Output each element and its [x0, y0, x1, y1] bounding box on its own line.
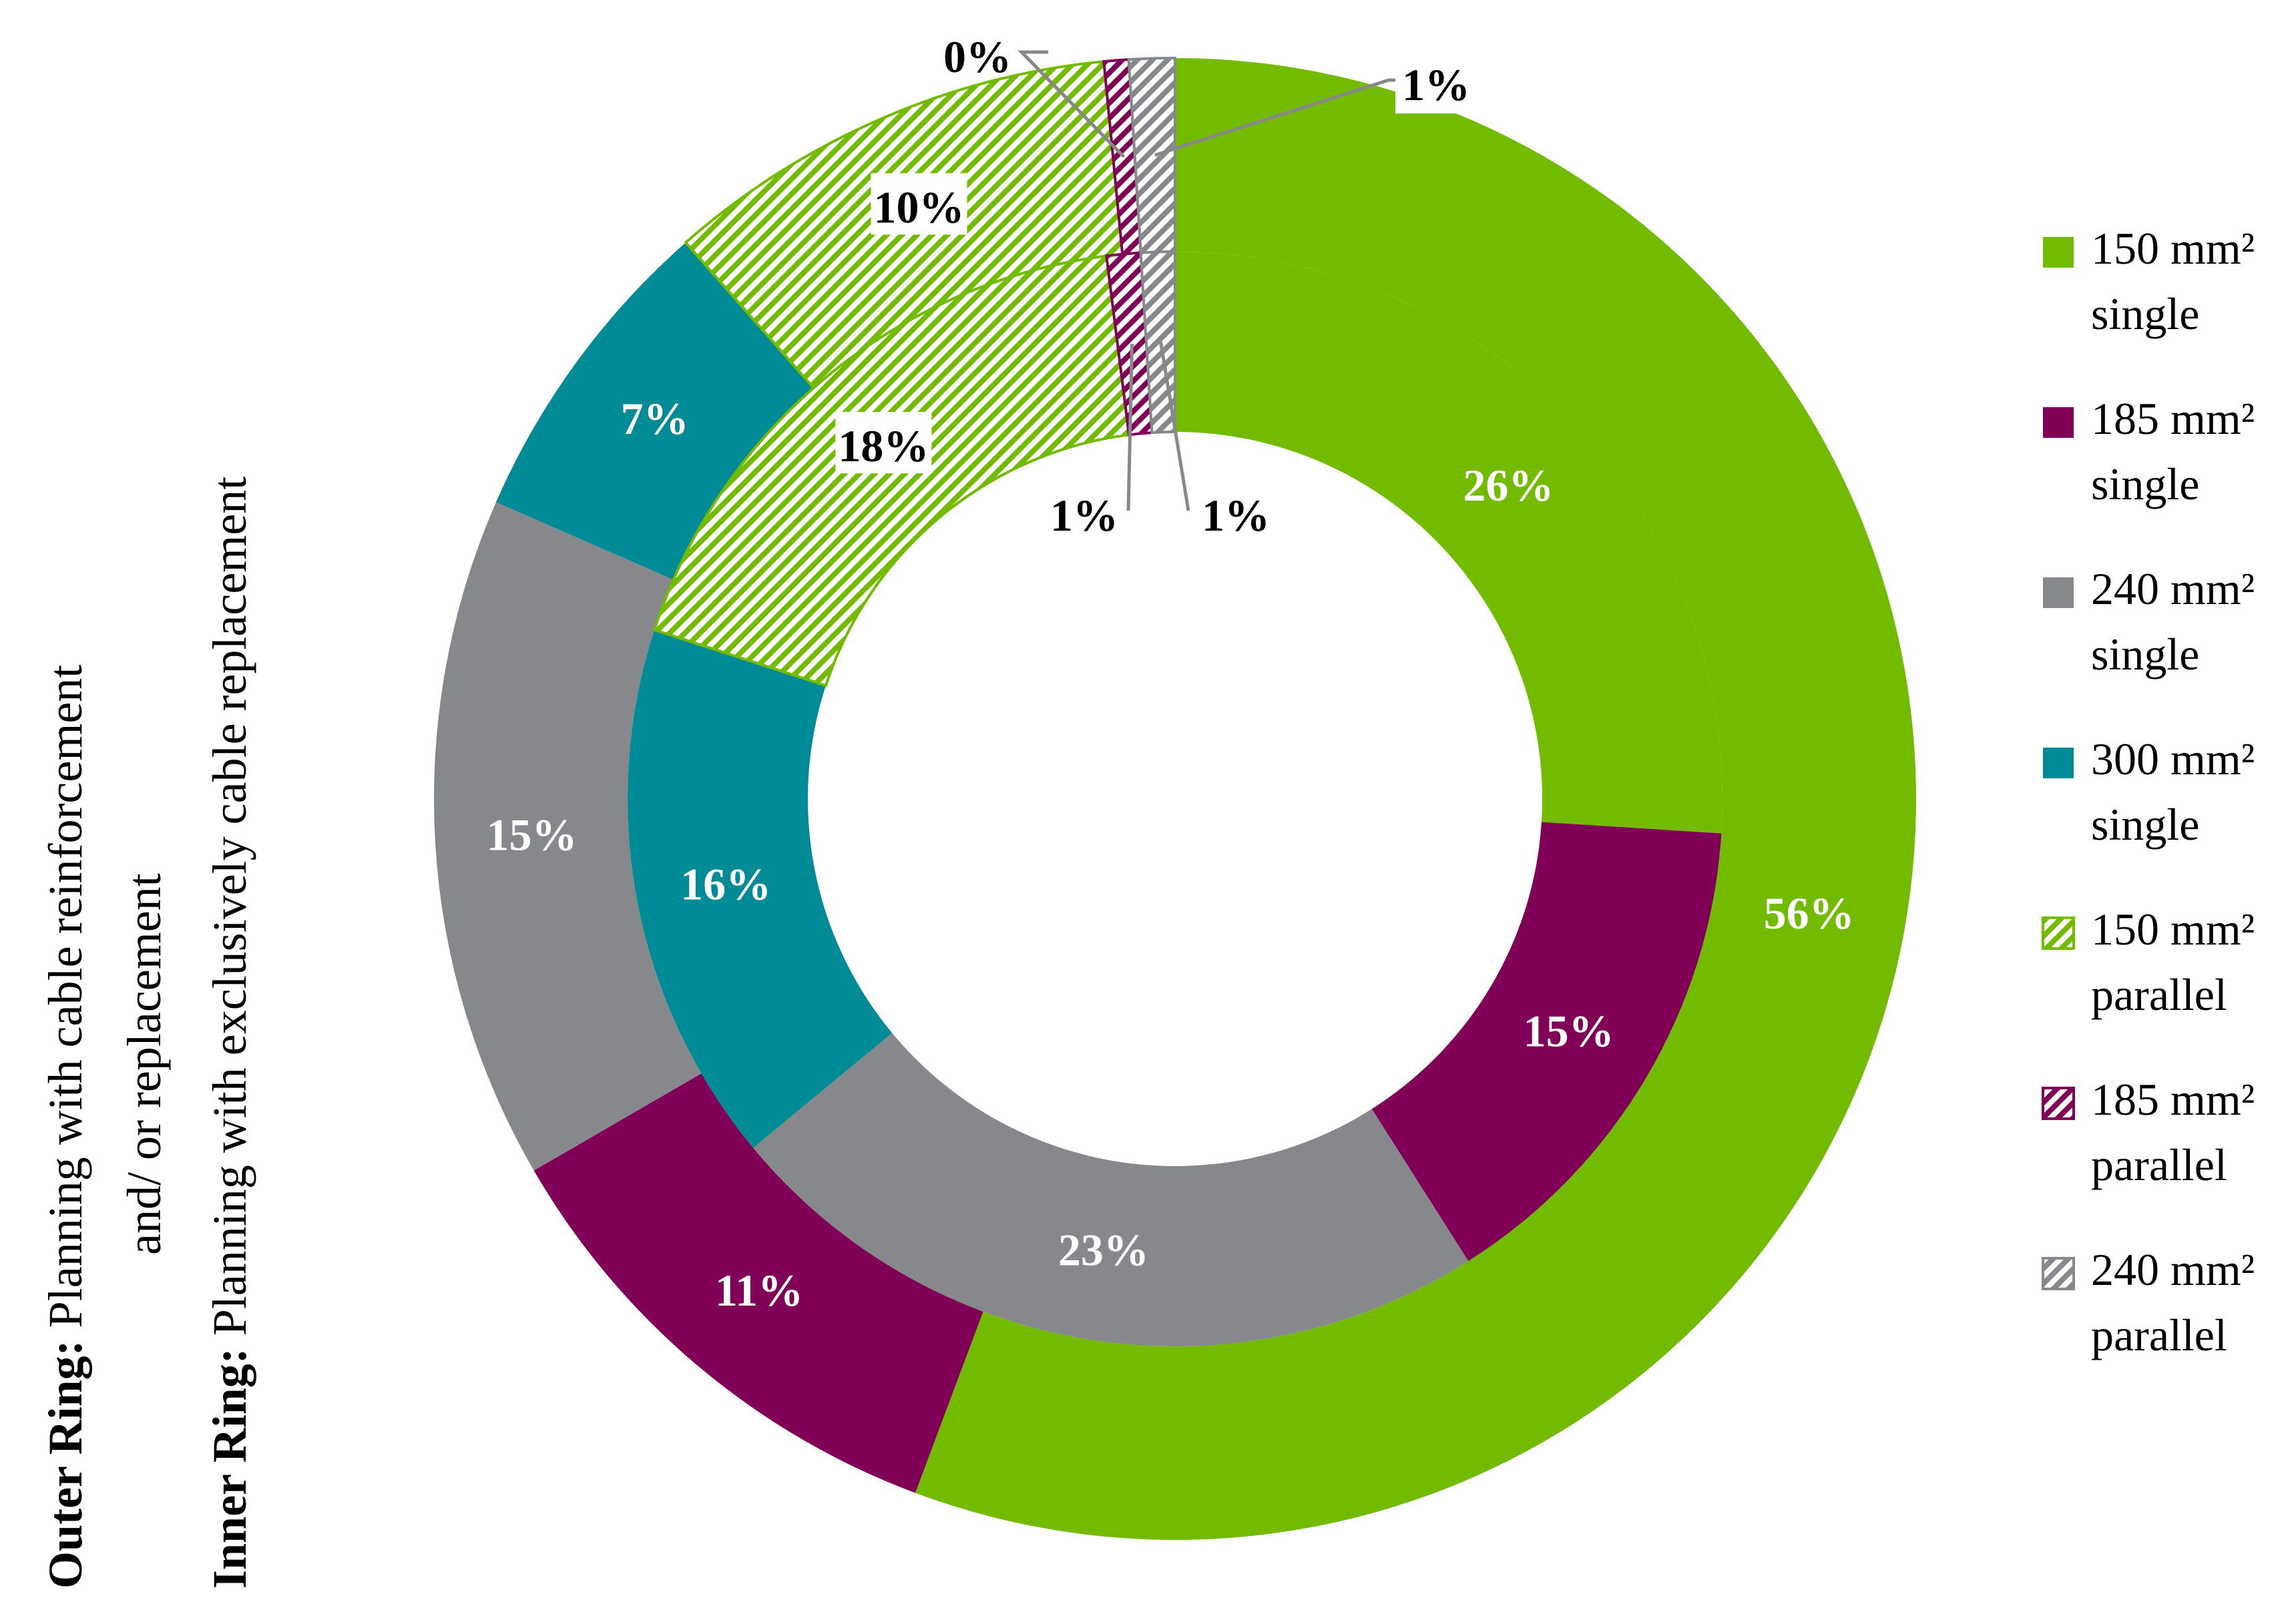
- outer-ring-slice-1: [915, 58, 1916, 1540]
- legend-label-5-line1: 150 mm²: [2091, 904, 2255, 955]
- legend-swatch-1: [2043, 237, 2074, 268]
- inner-ring-slice-2: [1371, 822, 1722, 1262]
- inner-label-7: 1%: [1202, 490, 1270, 541]
- legend-label-4-line1: 300 mm²: [2091, 734, 2255, 784]
- outer-ring-title-line1: Outer Ring: Planning with cable reinforc…: [39, 665, 92, 1589]
- outer-ring-text-line1: Planning with cable reinforcement: [39, 665, 92, 1340]
- side-title-line3-group: Inner Ring: Planning with exclusively ca…: [203, 477, 256, 1589]
- inner-label-1: 26%: [1463, 460, 1554, 511]
- legend-label-1-line2: single: [2091, 288, 2199, 339]
- inner-ring-title: Inner Ring: Planning with exclusively ca…: [203, 477, 256, 1589]
- inner-label-4: 16%: [680, 858, 771, 909]
- legend-swatch-5: [2042, 916, 2075, 950]
- legend-label-3-line2: single: [2091, 629, 2199, 680]
- outer-label-1: 56%: [1764, 888, 1855, 939]
- outer-label-3: 15%: [487, 810, 578, 860]
- inner-ring-slice-4: [627, 629, 893, 1148]
- outer-label-4: 7%: [621, 393, 689, 444]
- segment-labels: 56% 11% 15% 7% 10% 0% 1% 26% 15% 23% 16% 18% 1% 1%: [487, 31, 1855, 1316]
- inner-leader-6: [1126, 343, 1134, 511]
- inner-ring-prefix: Inner Ring:: [203, 1348, 256, 1589]
- legend-label-7-line2: parallel: [2091, 1310, 2227, 1360]
- legend-swatch-7: [2042, 1257, 2075, 1290]
- side-title: Outer Ring: Planning with cable reinforc…: [39, 665, 92, 1589]
- legend-label-5-line2: parallel: [2091, 969, 2227, 1020]
- inner-label-2: 15%: [1524, 1006, 1614, 1057]
- legend-swatch-4: [2043, 748, 2074, 778]
- inner-ring-slice-1: [1175, 252, 1723, 834]
- inner-ring: [627, 250, 1723, 1347]
- outer-ring-slice-4: [495, 242, 814, 580]
- outer-ring-title-line2: and/ or replacement: [118, 873, 171, 1255]
- legend: 150 mm² single 185 mm² single 240 mm² single 3…: [2042, 223, 2255, 1360]
- outer-leader-6: [1017, 50, 1126, 158]
- inner-ring-slice-3: [753, 1033, 1469, 1347]
- legend-swatch-6: [2042, 1087, 2075, 1120]
- outer-label-2: 11%: [715, 1265, 803, 1316]
- outer-label-7: 1%: [1402, 59, 1470, 110]
- legend-swatch-2: [2043, 407, 2074, 438]
- legend-label-6-line2: parallel: [2091, 1139, 2227, 1190]
- inner-label-5: 18%: [838, 421, 929, 471]
- inner-label-box-5: [835, 412, 932, 474]
- inner-ring-text: Planning with exclusively cable replacem…: [203, 477, 256, 1348]
- inner-label-6: 1%: [1050, 490, 1118, 541]
- legend-label-1-line1: 150 mm²: [2091, 223, 2255, 274]
- outer-label-box-5: [871, 173, 967, 235]
- legend-label-7-line1: 240 mm²: [2091, 1244, 2255, 1295]
- legend-label-3-line1: 240 mm²: [2091, 563, 2255, 614]
- legend-label-4-line2: single: [2091, 799, 2199, 850]
- legend-label-6-line1: 185 mm²: [2091, 1074, 2255, 1125]
- outer-label-5: 10%: [873, 182, 964, 232]
- outer-label-6: 0%: [943, 31, 1011, 82]
- outer-ring-slice-3: [433, 502, 702, 1171]
- outer-label-box-7: [1395, 47, 1502, 113]
- legend-label-2-line2: single: [2091, 459, 2199, 509]
- legend-label-2-line1: 185 mm²: [2091, 393, 2255, 444]
- inner-label-3: 23%: [1058, 1225, 1149, 1276]
- outer-ring-slice-2: [533, 1073, 983, 1493]
- outer-ring-prefix: Outer Ring:: [39, 1340, 92, 1589]
- legend-swatch-3: [2043, 577, 2074, 608]
- side-title-line2-group: and/ or replacement: [118, 873, 171, 1255]
- inner-leader-7: [1159, 341, 1190, 511]
